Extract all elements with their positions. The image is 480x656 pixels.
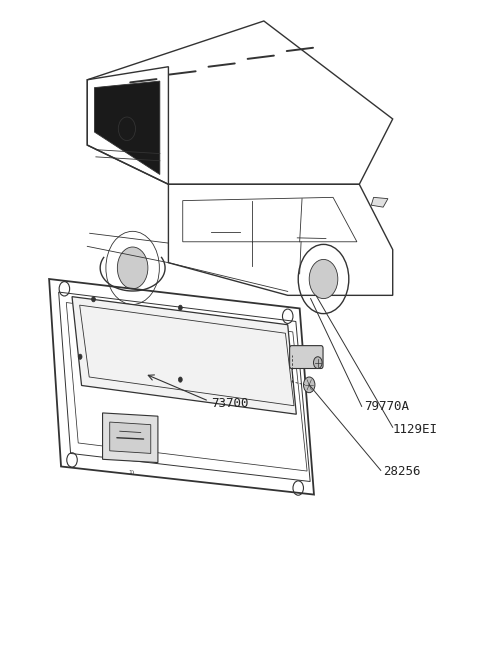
Polygon shape [371, 197, 388, 207]
Circle shape [92, 297, 96, 302]
Text: 73700: 73700 [211, 397, 249, 409]
Polygon shape [95, 81, 160, 174]
Polygon shape [110, 422, 151, 453]
Text: 79770A: 79770A [364, 400, 409, 413]
Circle shape [309, 259, 338, 298]
Circle shape [78, 354, 82, 359]
Polygon shape [103, 413, 158, 462]
Circle shape [179, 305, 182, 310]
Circle shape [303, 377, 315, 393]
Text: 28256: 28256 [383, 465, 420, 478]
Text: 1129EI: 1129EI [393, 422, 438, 436]
Text: 1): 1) [128, 470, 134, 476]
Circle shape [313, 357, 322, 369]
Circle shape [117, 247, 148, 289]
Circle shape [179, 377, 182, 382]
FancyBboxPatch shape [289, 346, 323, 369]
Polygon shape [72, 297, 296, 414]
